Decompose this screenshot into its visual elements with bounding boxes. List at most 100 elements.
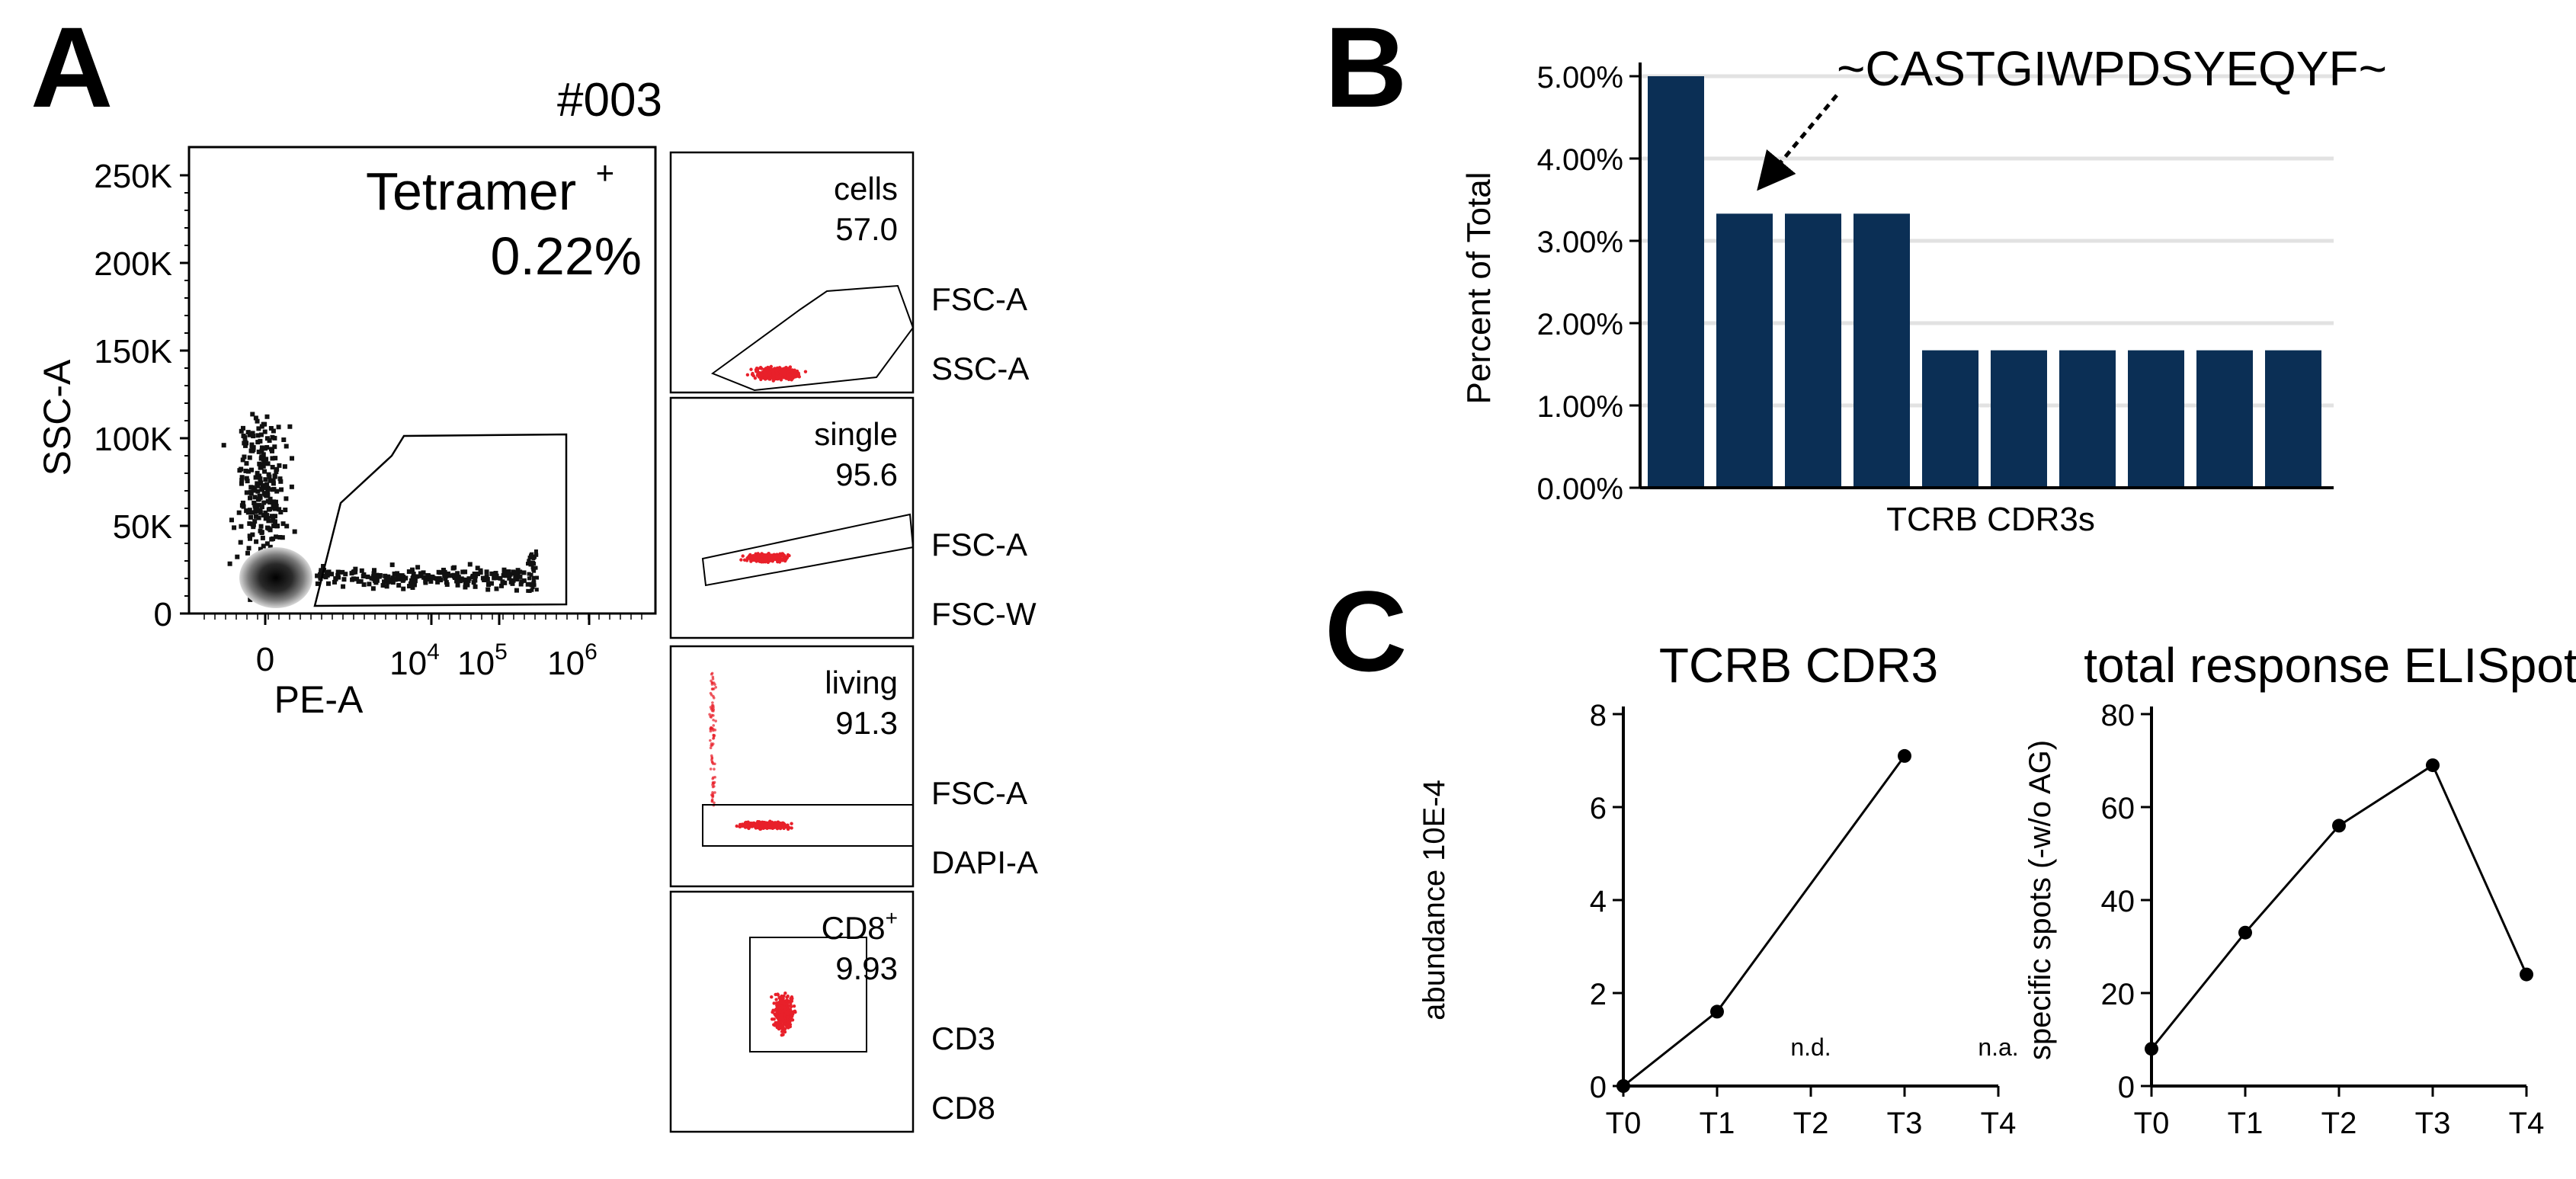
event-dot bbox=[383, 577, 389, 582]
data-point bbox=[1616, 1079, 1630, 1093]
gating-plot-frame bbox=[669, 890, 915, 1133]
event-dot bbox=[221, 443, 226, 448]
gating-event bbox=[774, 998, 778, 1001]
event-dot bbox=[467, 562, 473, 567]
data-point bbox=[1710, 1004, 1724, 1019]
event-dot bbox=[530, 588, 534, 592]
event-dot bbox=[418, 571, 423, 576]
event-dot bbox=[333, 576, 338, 581]
gating-event bbox=[762, 367, 766, 372]
gating-event bbox=[746, 556, 750, 560]
y-tick-label: 80 bbox=[2101, 699, 2135, 732]
event-dot bbox=[525, 581, 530, 587]
event-dot bbox=[511, 571, 516, 576]
event-dot bbox=[253, 415, 258, 421]
event-dot bbox=[521, 570, 527, 575]
event-dot bbox=[260, 535, 265, 540]
event-dot bbox=[389, 562, 395, 568]
gating-event bbox=[777, 560, 782, 564]
event-dot bbox=[274, 469, 279, 475]
event-dot bbox=[340, 569, 345, 575]
x-parameter-label: FSC-A bbox=[931, 775, 1027, 811]
cdr3-arrow bbox=[1757, 94, 1838, 191]
event-dot bbox=[503, 573, 508, 578]
event-dot bbox=[321, 563, 326, 569]
event-dot bbox=[493, 575, 498, 581]
gating-event bbox=[714, 686, 718, 689]
event-dot bbox=[370, 586, 376, 591]
event-dot bbox=[272, 444, 277, 450]
gating-event bbox=[712, 733, 716, 737]
gating-event bbox=[735, 824, 739, 828]
gating-event bbox=[778, 823, 783, 827]
event-dot bbox=[451, 572, 457, 578]
event-dot bbox=[239, 475, 245, 480]
event-dot bbox=[365, 574, 370, 579]
event-dot bbox=[418, 573, 424, 578]
event-dot bbox=[263, 510, 268, 515]
event-dot bbox=[485, 576, 490, 581]
event-dot bbox=[247, 455, 252, 460]
event-dot bbox=[425, 575, 430, 580]
event-dot bbox=[249, 444, 255, 449]
event-dot bbox=[403, 575, 409, 581]
event-dot bbox=[532, 583, 537, 588]
data-point bbox=[2520, 967, 2533, 982]
event-dot bbox=[247, 533, 252, 539]
y-tick-label: 60 bbox=[2101, 792, 2135, 825]
event-dot bbox=[280, 521, 286, 527]
event-dot bbox=[480, 575, 485, 581]
gating-event bbox=[709, 746, 713, 750]
gating-event bbox=[771, 369, 775, 373]
gate-value: 95.6 bbox=[835, 457, 898, 492]
event-dot bbox=[240, 425, 245, 431]
gating-event bbox=[792, 1004, 796, 1008]
event-dot bbox=[261, 513, 266, 518]
event-dot bbox=[514, 570, 519, 575]
event-dot bbox=[245, 469, 251, 474]
gating-event bbox=[786, 554, 790, 559]
event-dot bbox=[463, 581, 468, 587]
event-dot bbox=[239, 524, 244, 529]
event-dot bbox=[281, 437, 287, 443]
event-dot bbox=[262, 446, 268, 451]
event-dot bbox=[274, 503, 279, 508]
event-dot bbox=[500, 579, 505, 585]
event-dot bbox=[351, 576, 356, 581]
gating-event bbox=[783, 367, 787, 370]
event-dot bbox=[247, 508, 252, 513]
event-dot bbox=[513, 575, 518, 580]
y-tick-label: 20 bbox=[2101, 978, 2135, 1011]
event-dot bbox=[412, 578, 418, 584]
event-dot bbox=[243, 443, 248, 448]
event-dot bbox=[531, 575, 536, 580]
event-dot bbox=[489, 571, 495, 576]
gating-event bbox=[709, 715, 713, 719]
event-dot bbox=[319, 568, 324, 573]
y-parameter-label: SSC-A bbox=[931, 351, 1029, 386]
event-dot bbox=[244, 490, 249, 495]
event-dot bbox=[251, 434, 256, 439]
gating-plot-3: living 91.3 FSC-A DAPI-A bbox=[669, 645, 1038, 888]
gating-event bbox=[758, 366, 763, 370]
gating-event bbox=[755, 821, 760, 825]
event-dot bbox=[255, 418, 260, 424]
main-x-label: PE-A bbox=[274, 678, 364, 721]
event-dot bbox=[255, 483, 260, 489]
event-dot bbox=[266, 518, 271, 524]
gating-event bbox=[782, 373, 786, 376]
y-parameter-label: CD8 bbox=[931, 1090, 995, 1126]
event-dot bbox=[271, 518, 276, 524]
gating-event bbox=[785, 995, 789, 999]
event-dot bbox=[383, 573, 388, 578]
y-tick-label: 2 bbox=[1590, 978, 1607, 1011]
y-parameter-label: DAPI-A bbox=[931, 844, 1038, 880]
event-dot bbox=[410, 567, 415, 572]
gating-event bbox=[790, 822, 793, 825]
gate-polygon bbox=[701, 513, 915, 587]
event-dot bbox=[239, 478, 245, 483]
event-dot bbox=[261, 500, 267, 505]
event-dot bbox=[396, 583, 402, 588]
event-dot bbox=[268, 500, 273, 505]
event-dot bbox=[463, 577, 468, 582]
